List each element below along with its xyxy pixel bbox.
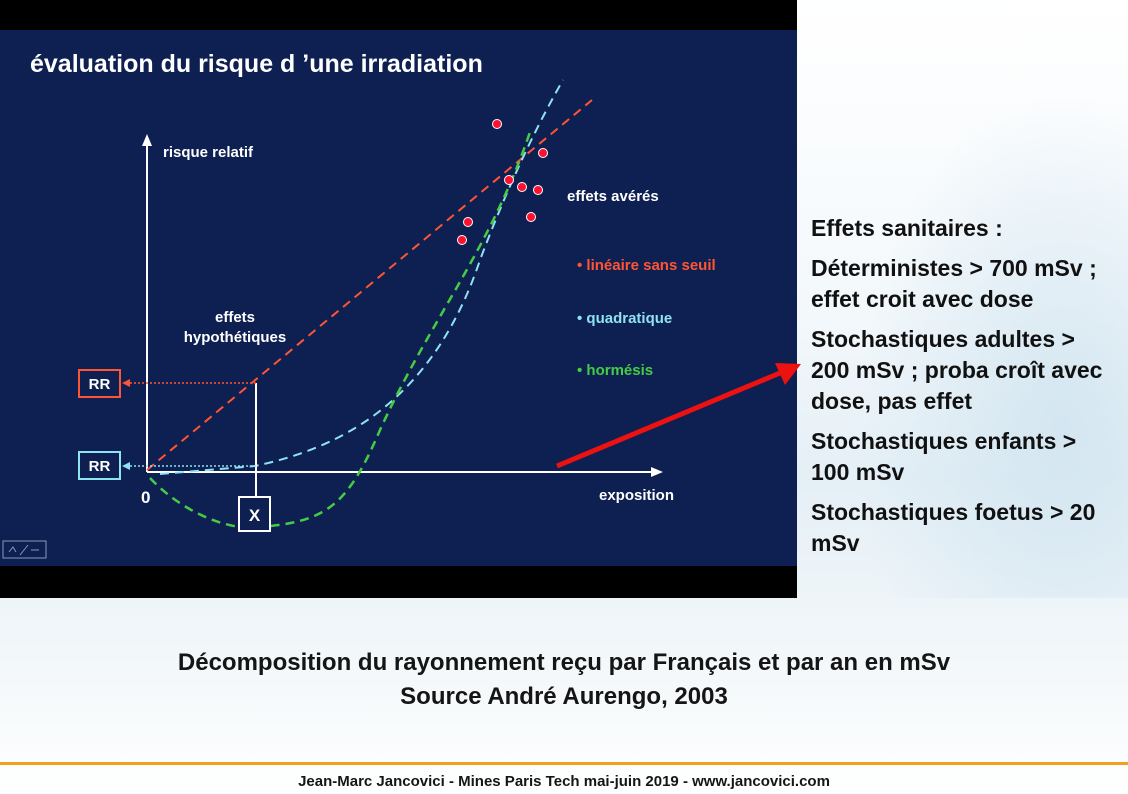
effect-item-deterministic: Déterministes > 700 mSv ; effet croit av… <box>811 255 1097 312</box>
caption-line-2: Source André Aurengo, 2003 <box>400 683 728 710</box>
dose-x-box <box>238 496 271 532</box>
effets-averes-label: effets avérés <box>567 188 659 205</box>
data-point <box>492 119 502 129</box>
rr-upper-arrowhead <box>122 379 130 387</box>
footer-divider <box>0 762 1128 765</box>
x-axis-arrowhead <box>651 467 663 477</box>
effect-item-foetus: Stochastiques foetus > 20 mSv <box>811 499 1096 556</box>
data-point <box>457 235 467 245</box>
data-point <box>463 217 473 227</box>
background-sky <box>797 0 1128 598</box>
rr-upper-label: RR <box>89 376 111 393</box>
slide-image: évaluation du risque d ’une irradiation <box>0 0 797 598</box>
data-point <box>504 175 514 185</box>
slide-caption: Décomposition du rayonnement reçu par Fr… <box>0 646 1128 714</box>
rr-lower-box <box>78 451 121 480</box>
legend-linear: • linéaire sans seuil <box>577 257 716 274</box>
observed-data-points <box>457 119 548 245</box>
data-point <box>526 212 536 222</box>
dose-x-label: X <box>249 506 261 525</box>
axes <box>142 134 663 477</box>
legend-hormesis: • hormésis <box>577 362 653 379</box>
health-effects-list: Effets sanitaires : Déterministes > 700 … <box>811 213 1116 568</box>
x-axis-label: exposition <box>599 487 674 504</box>
slide-title: évaluation du risque d ’une irradiation <box>30 50 483 78</box>
caption-line-1: Décomposition du rayonnement reçu par Fr… <box>177 649 951 676</box>
origin-label: 0 <box>141 488 150 507</box>
rr-upper-box <box>78 369 121 398</box>
footer-credits: Jean-Marc Jancovici - Mines Paris Tech m… <box>298 773 830 790</box>
rr-lower-arrowhead <box>122 462 130 470</box>
effect-item-children: Stochastiques enfants > 100 mSv <box>811 428 1077 485</box>
slide-panel: évaluation du risque d ’une irradiation <box>0 30 797 566</box>
rr-lower-label: RR <box>89 458 111 475</box>
y-axis-label: risque relatif <box>163 144 254 161</box>
effets-hypothetiques-line2: hypothétiques <box>184 329 287 346</box>
quadratic-curve <box>159 79 564 475</box>
health-effects-heading: Effets sanitaires : <box>811 215 1003 241</box>
slideshow-control-icon[interactable] <box>2 540 47 559</box>
y-axis-arrowhead <box>142 134 152 146</box>
effect-item-adults: Stochastiques adultes > 200 mSv ; proba … <box>811 326 1103 414</box>
data-point <box>517 182 527 192</box>
hormesis-curve <box>149 131 532 530</box>
legend-quadratic: • quadratique <box>577 310 672 327</box>
data-point <box>533 185 543 195</box>
risk-diagram: RR RR X risque relatif exposition 0 effe… <box>2 79 716 559</box>
data-point <box>538 148 548 158</box>
effets-hypothetiques-line1: effets <box>215 309 255 326</box>
